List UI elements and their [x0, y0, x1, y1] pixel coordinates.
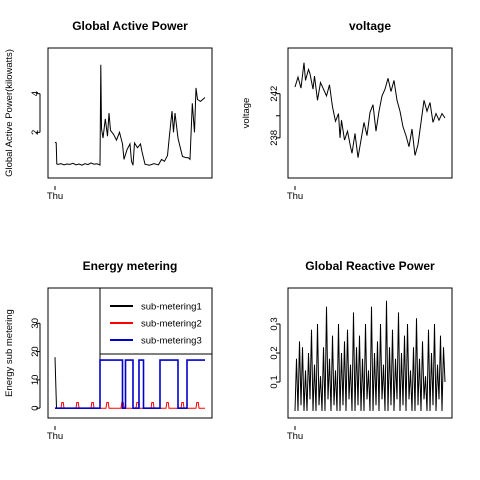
legend-label: sub-metering1: [141, 302, 202, 313]
y-tick-label: 4: [30, 91, 41, 96]
chart-title: voltage: [349, 19, 391, 33]
x-tick-label: Thu: [287, 431, 303, 442]
chart-panel-3: Energy metering Energy sub metering 0 10 20 3…: [4, 259, 213, 442]
chart-panel-1: Global Active Power Global Active Power(k…: [4, 19, 213, 202]
y-tick-label: 30: [30, 318, 41, 329]
y-tick-label: 0.1: [269, 375, 280, 388]
y-tick-label: 0.3: [269, 317, 280, 330]
y-tick-label: 238: [269, 130, 280, 146]
legend: sub-metering1 sub-metering2 sub-metering3: [99, 287, 213, 355]
y-axis-label: voltage: [241, 98, 252, 129]
series-line-2: [55, 402, 205, 409]
y-tick-label: 2: [30, 130, 41, 135]
legend-label: sub-metering2: [141, 319, 202, 330]
plot-frame: [47, 47, 213, 179]
y-axis-label: Energy sub metering: [4, 309, 15, 397]
x-tick-label: Thu: [47, 431, 63, 442]
chart-panel-4: Global Reactive Power 0.1 0.2 0.3 Thu: [269, 259, 453, 442]
series-line-1: [54, 351, 101, 409]
x-tick-label: Thu: [47, 191, 63, 202]
series-line-3: [55, 359, 205, 409]
y-tick-label: 10: [30, 375, 41, 386]
y-tick-label: 20: [30, 346, 41, 357]
y-axis-label: Global Active Power(kilowatts): [4, 49, 15, 177]
chart-title: Energy metering: [83, 259, 178, 273]
series-line-1: [294, 300, 446, 412]
x-tick-label: Thu: [287, 191, 303, 202]
legend-label: sub-metering3: [141, 336, 202, 347]
chart-title: Global Active Power: [72, 19, 188, 33]
series-line-1: [54, 64, 206, 166]
chart-title: Global Reactive Power: [305, 259, 435, 273]
chart-panel-2: voltage voltage 238 242 Thu: [241, 19, 453, 202]
y-tick-label: 0.2: [269, 346, 280, 359]
plot-frame: [287, 47, 453, 179]
y-tick-label: 0: [30, 406, 41, 411]
series-line-1: [294, 62, 446, 158]
legend-box: [99, 287, 213, 355]
plot-frame: [287, 287, 453, 419]
y-tick-label: 242: [269, 86, 280, 102]
